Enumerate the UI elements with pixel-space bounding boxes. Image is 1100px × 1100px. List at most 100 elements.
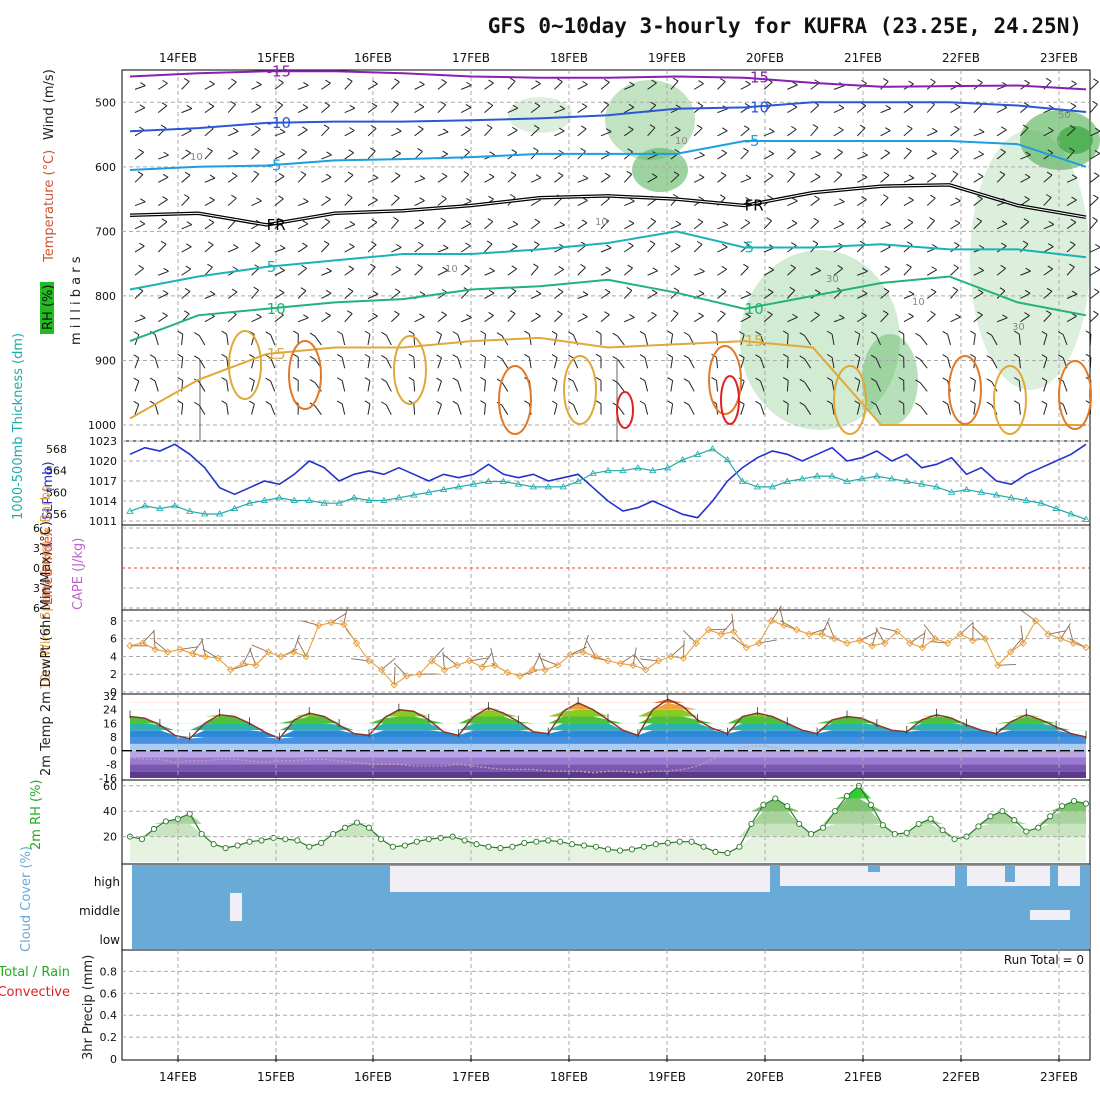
wind10m-barb <box>540 658 558 666</box>
wind-barb-flag <box>265 401 271 405</box>
wind-barb-flag <box>604 311 610 316</box>
wind10m-marker <box>742 643 751 652</box>
wind-barb-shaft <box>134 174 144 183</box>
wind10m-barb <box>481 651 493 668</box>
wind-barb-flag <box>372 290 379 295</box>
wind-barb-flag <box>882 78 889 82</box>
wind10m-marker <box>428 657 436 665</box>
wind-barb-flag <box>870 354 877 359</box>
wind10m-marker <box>1019 639 1027 647</box>
wind-barb-shaft <box>204 293 216 299</box>
rh2m-marker <box>987 813 994 820</box>
wind-barb-flag <box>782 400 789 405</box>
wind-barb-shaft <box>367 380 371 392</box>
wind-barb-flag <box>489 151 495 156</box>
wind-barb-flag <box>720 78 726 83</box>
wind-barb-shaft <box>810 176 821 183</box>
wind-barb-shaft <box>413 380 416 392</box>
wind-barb-flag <box>1001 220 1008 225</box>
wind-barb-shaft <box>1066 266 1075 276</box>
wind-barb-flag <box>789 286 796 291</box>
thickness-marker <box>843 477 851 484</box>
wind-barb-flag <box>395 149 401 154</box>
wind-barb-flag <box>861 290 868 294</box>
wind-barb-shaft <box>717 268 727 276</box>
wind-barb-flag <box>1095 243 1100 248</box>
wind-barb-flag <box>336 330 343 335</box>
wind-barb-shaft <box>460 290 470 299</box>
wind-barb-shaft <box>1020 270 1031 276</box>
wind-barb-shaft <box>624 316 635 323</box>
rh2m-marker <box>939 827 946 834</box>
wind-barb-flag <box>464 264 470 269</box>
wind-barb-flag <box>970 400 976 405</box>
rh2m-marker <box>843 792 851 800</box>
wind-barb-flag <box>186 221 193 226</box>
wind10m-marker <box>465 657 474 665</box>
wind-barb-flag <box>1002 314 1008 319</box>
wind-barb-shaft <box>996 107 1008 114</box>
precip-frame <box>121 949 1091 1061</box>
wind10m-barb <box>249 648 257 666</box>
wind-barb-shaft <box>831 403 835 415</box>
wind-barb-shaft <box>314 405 322 415</box>
wind-barb-shaft <box>391 269 401 276</box>
rh2m-marker <box>640 843 647 850</box>
wind-barb-shaft <box>763 81 773 90</box>
date-top-label: 22FEB <box>942 51 980 65</box>
wind10m-barb <box>670 644 685 657</box>
wind-barb-shaft <box>973 292 984 299</box>
wind-barb-shaft <box>507 80 516 90</box>
wind-barb-flag <box>346 194 353 198</box>
wind-barb-flag <box>346 77 353 82</box>
thickness-marker <box>783 477 791 484</box>
wind-barb-flag <box>696 124 703 129</box>
wind-barb-shaft <box>251 128 261 137</box>
wind-barb-flag <box>604 288 611 293</box>
thickness-marker <box>977 488 986 495</box>
wind-barb-flag <box>568 401 574 405</box>
wind-barb-shaft <box>554 175 564 183</box>
wind-barb-shaft <box>227 153 238 160</box>
wind-barb-shaft <box>903 315 914 323</box>
wind10m-marker <box>201 652 210 661</box>
wind-barb-shaft <box>554 313 563 323</box>
wind-barb-flag <box>349 243 355 248</box>
wind-barb-shaft <box>856 334 861 346</box>
wind-barb-flag <box>683 401 690 406</box>
thickness-marker <box>903 477 911 484</box>
wind-barb-shaft <box>600 247 612 253</box>
wind-barb-flag <box>488 195 494 200</box>
isotherm-label-15: 15 <box>745 332 764 350</box>
cloud-label: Cloud Cover (%) <box>19 846 34 952</box>
wind-barb-flag <box>534 102 541 107</box>
wind-barb-shaft <box>181 81 190 90</box>
wind-barb-shaft <box>1043 404 1048 415</box>
rh2m-marker <box>1035 824 1042 831</box>
wind10m-marker <box>843 639 851 647</box>
wind-barb-flag <box>1071 196 1077 201</box>
wind-barb-flag <box>323 124 330 129</box>
wind-barb-flag <box>674 265 680 270</box>
wind-barb-shaft <box>670 334 674 346</box>
wind-barb-shaft <box>414 106 425 114</box>
wind-barb-flag <box>931 150 937 155</box>
wind-barb-flag <box>720 194 726 199</box>
wind-barb-shaft <box>251 289 260 299</box>
wind10m-marker <box>830 634 839 643</box>
wind-barb-shaft <box>577 200 588 206</box>
wind-barb-shaft <box>1018 357 1021 369</box>
wind-barb-shaft <box>787 316 798 323</box>
wind-barb-flag <box>551 377 558 382</box>
wind-barb-flag <box>1071 80 1077 85</box>
slp-tick-label: 1020 <box>89 455 117 468</box>
wind-barb-flag <box>278 195 284 200</box>
wind-barb-shaft <box>787 200 798 207</box>
wind-barb-flag <box>524 353 530 358</box>
wind-barb-flag <box>255 103 262 108</box>
wind10m-marker <box>403 672 411 680</box>
wind-barb-shaft <box>530 177 542 183</box>
wind-barb-shaft <box>157 243 167 253</box>
wind-barb-flag <box>1013 400 1020 405</box>
thickness-marker <box>888 475 896 482</box>
